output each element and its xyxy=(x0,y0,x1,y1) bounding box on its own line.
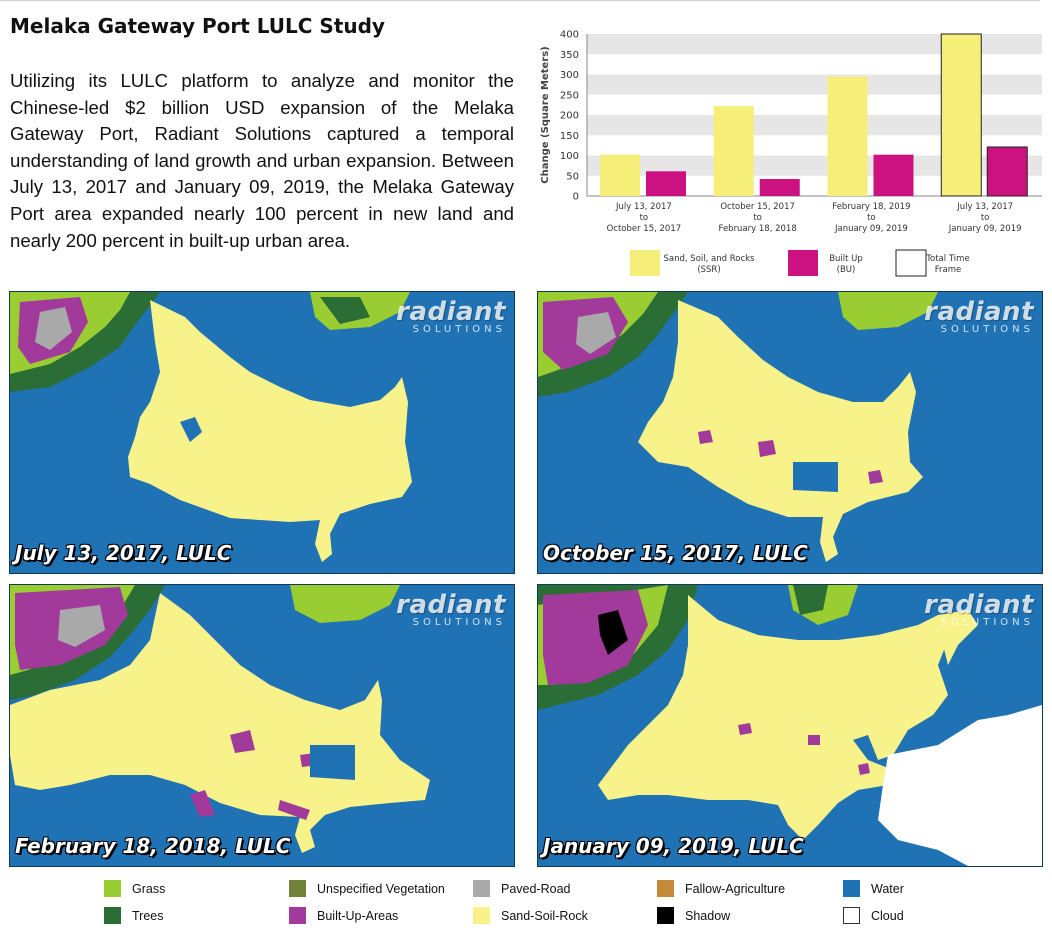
x-tick-label: to xyxy=(867,213,876,223)
legend-item-built-up-areas: Built-Up-Areas xyxy=(289,907,398,924)
chart-legend-swatch xyxy=(895,249,927,277)
lulc-map-jul-2017 xyxy=(10,292,412,562)
chart-legend-label: Built Up xyxy=(829,254,863,264)
lulc-map-oct-2017 xyxy=(538,292,938,562)
bar-bu xyxy=(873,154,914,196)
x-tick-label: January 09, 2019 xyxy=(948,224,1022,234)
x-tick-label: October 15, 2017 xyxy=(607,224,682,234)
top-rule xyxy=(0,0,1040,1)
map-caption: July 13, 2017, LULC xyxy=(15,541,232,565)
lulc-map-jan-2019 xyxy=(538,585,1042,866)
bar-ssr xyxy=(713,106,754,196)
grid-band xyxy=(587,34,1042,55)
x-tick-label: February 18, 2019 xyxy=(832,202,910,212)
grid-band xyxy=(587,155,1042,176)
map-panel-feb-2018: radiant SOLUTIONS February 18, 2018, LULC xyxy=(9,584,515,867)
study-description: Utilizing its LULC platform to analyze a… xyxy=(10,70,514,251)
y-tick-label: 50 xyxy=(566,171,579,182)
x-tick-label: January 09, 2019 xyxy=(834,224,908,234)
y-tick-label: 0 xyxy=(573,192,579,203)
map-panel-jan-2019: radiant SOLUTIONS January 09, 2019, LULC xyxy=(537,584,1043,867)
legend-item-unspecified-vegetation: Unspecified Vegetation xyxy=(289,880,445,897)
bar-bu xyxy=(646,171,686,196)
bar-ssr xyxy=(600,154,640,196)
bar-bu xyxy=(759,178,800,196)
map-caption: October 15, 2017, LULC xyxy=(543,541,808,565)
legend-swatch xyxy=(657,880,674,897)
legend-swatch xyxy=(473,880,490,897)
lulc-map-feb-2018 xyxy=(10,585,430,853)
chart-legend-swatch xyxy=(630,250,660,276)
y-tick-label: 200 xyxy=(560,111,579,122)
legend-item-cloud: Cloud xyxy=(843,907,904,924)
x-tick-label: February 18, 2018 xyxy=(719,224,797,234)
x-tick-label: July 13, 2017 xyxy=(956,202,1013,212)
chart-legend-swatch xyxy=(788,250,818,276)
y-tick-label: 150 xyxy=(560,131,579,142)
legend-swatch xyxy=(843,907,860,924)
radiant-logo: radiant SOLUTIONS xyxy=(396,590,506,628)
legend-item-sand-soil-rock: Sand-Soil-Rock xyxy=(473,907,588,924)
grid-band xyxy=(587,115,1042,136)
legend-item-grass: Grass xyxy=(104,880,165,897)
x-tick-label: July 13, 2017 xyxy=(615,202,672,212)
lulc-legend: Grass Trees Unspecified Vegetation Built… xyxy=(0,876,1052,936)
x-tick-label: to xyxy=(753,213,762,223)
y-tick-label: 100 xyxy=(560,151,579,162)
chart-legend-label: (SSR) xyxy=(697,265,720,275)
bar-ssr xyxy=(827,76,868,196)
grid-band xyxy=(587,74,1042,95)
legend-swatch xyxy=(473,907,490,924)
legend-swatch xyxy=(289,880,306,897)
map-caption: January 09, 2019, LULC xyxy=(543,834,804,858)
radiant-logo: radiant SOLUTIONS xyxy=(924,297,1034,335)
legend-swatch xyxy=(843,880,860,897)
x-tick-label: October 15, 2017 xyxy=(720,202,795,212)
legend-item-trees: Trees xyxy=(104,907,164,924)
chart-legend-label: Sand, Soil, and Rocks xyxy=(664,254,756,264)
map-caption: February 18, 2018, LULC xyxy=(15,834,291,858)
y-tick-label: 250 xyxy=(560,90,579,101)
legend-item-fallow-agriculture: Fallow-Agriculture xyxy=(657,880,785,897)
legend-swatch xyxy=(657,907,674,924)
chart-legend-label: (BU) xyxy=(837,265,856,275)
bar-bu xyxy=(986,146,1028,197)
bar-ssr xyxy=(940,33,982,197)
legend-swatch xyxy=(104,880,121,897)
legend-swatch xyxy=(104,907,121,924)
x-tick-label: to xyxy=(640,213,649,223)
legend-item-water: Water xyxy=(843,880,904,897)
map-panel-jul-2017: radiant SOLUTIONS July 13, 2017, LULC xyxy=(9,291,515,574)
legend-item-paved-road: Paved-Road xyxy=(473,880,571,897)
legend-item-shadow: Shadow xyxy=(657,907,730,924)
y-tick-label: 300 xyxy=(560,70,579,81)
map-panel-oct-2017: radiant SOLUTIONS October 15, 2017, LULC xyxy=(537,291,1043,574)
chart-legend-label: Frame xyxy=(935,265,961,275)
legend-swatch xyxy=(289,907,306,924)
chart-legend-label: Total Time xyxy=(925,254,969,264)
change-bar-chart: 0 50 100 150 200 250 300 350 400 Change (Square M… xyxy=(540,30,1042,277)
x-tick-label: to xyxy=(981,213,990,223)
radiant-logo: radiant SOLUTIONS xyxy=(396,297,506,335)
y-axis-label: Change (Square Meters) xyxy=(540,46,551,184)
radiant-logo: radiant SOLUTIONS xyxy=(924,590,1034,628)
y-tick-label: 350 xyxy=(560,50,579,61)
page-title: Melaka Gateway Port LULC Study xyxy=(10,14,385,38)
y-tick-label: 400 xyxy=(560,30,579,41)
